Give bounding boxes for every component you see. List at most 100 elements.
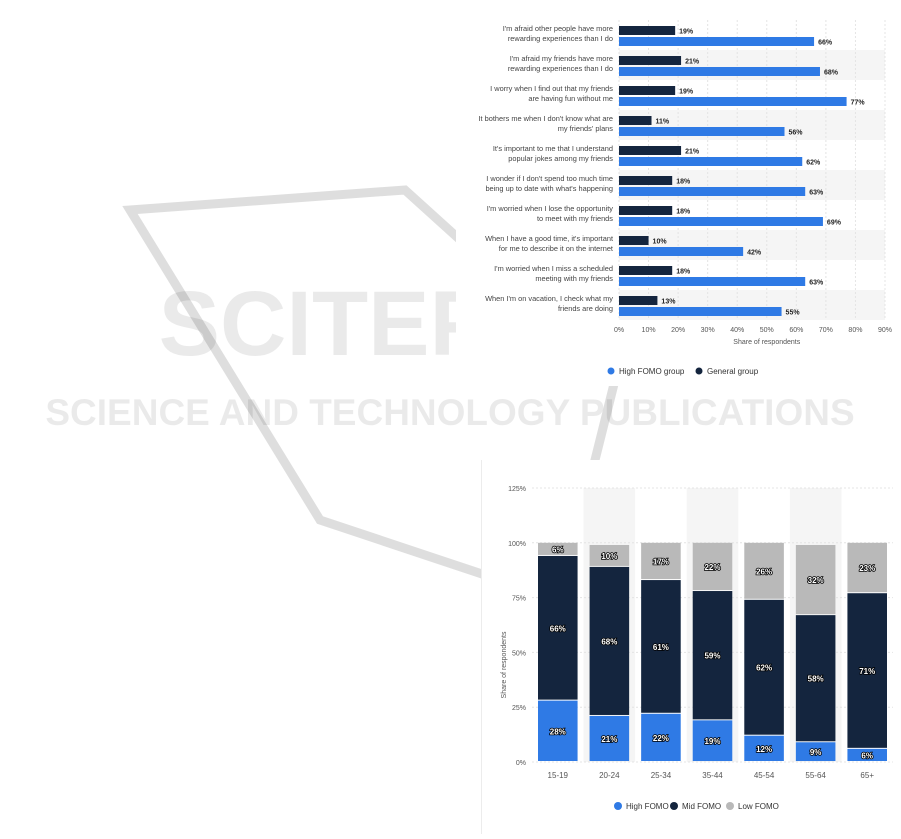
bar-high-fomo — [589, 715, 630, 761]
bar-low-fomo — [692, 542, 733, 591]
bar-general-group — [619, 176, 673, 185]
y-tick-label: 100% — [508, 541, 526, 548]
x-tick-label: 35-44 — [702, 771, 723, 780]
category-label: meeting with my friends — [535, 274, 613, 283]
bar-high-fomo-group — [619, 277, 806, 286]
bar-mid-fomo — [589, 566, 630, 715]
legend-marker — [607, 367, 615, 375]
bar-high-fomo-group — [619, 37, 815, 46]
legend-label: Low FOMO — [738, 802, 779, 811]
x-axis-label: Share of respondents — [733, 339, 800, 346]
category-label: are having fun without me — [528, 94, 613, 103]
category-label: to meet with my friends — [537, 214, 613, 223]
bar-general-group — [619, 86, 676, 95]
bar-value-label: 68% — [824, 70, 839, 77]
x-tick-label: 20% — [671, 327, 685, 334]
category-label: popular jokes among my friends — [508, 154, 613, 163]
bar-general-group — [619, 56, 682, 65]
segment-value-label: 21% — [601, 735, 617, 744]
y-tick-label: 75% — [512, 596, 526, 603]
segment-value-label: 9% — [810, 748, 822, 757]
category-label: rewarding experiences than I do — [508, 64, 613, 73]
category-label: rewarding experiences than I do — [508, 34, 613, 43]
x-tick-label: 25-34 — [651, 771, 672, 780]
category-label: I wonder if I don't spend too much time — [486, 174, 613, 183]
bar-value-label: 55% — [786, 310, 801, 317]
legend-marker — [726, 802, 734, 810]
bar-value-label: 56% — [789, 130, 804, 137]
bar-mid-fomo — [795, 615, 836, 742]
bar-low-fomo — [744, 542, 784, 599]
bar-value-label: 13% — [661, 299, 676, 306]
bar-value-label: 18% — [676, 269, 691, 276]
category-label: I worry when I find out that my friends — [490, 84, 613, 93]
category-label: When I'm on vacation, I check what my — [485, 294, 613, 303]
bar-high-fomo-group — [619, 217, 823, 226]
y-tick-label: 50% — [512, 650, 526, 657]
category-label: friends are doing — [558, 304, 613, 313]
y-tick-label: 25% — [512, 705, 526, 712]
fomo-age-chart: 0% 25% 50% 75% 100% 125% Share of respondents 2… — [481, 460, 901, 834]
bar-low-fomo — [795, 544, 836, 615]
x-tick-label: 55-64 — [805, 771, 826, 780]
bar-high-fomo-group — [619, 67, 820, 76]
segment-value-label: 6% — [552, 545, 564, 554]
bar-value-label: 63% — [809, 190, 824, 197]
bar-low-fomo — [847, 542, 887, 593]
bar-high-fomo — [744, 735, 784, 761]
bar-mid-fomo — [744, 599, 784, 735]
segment-value-label: 26% — [756, 567, 772, 576]
segment-value-label: 19% — [704, 737, 720, 746]
bar-high-fomo-group — [619, 97, 847, 106]
bar-value-label: 11% — [656, 119, 670, 126]
bar-value-label: 66% — [818, 40, 833, 47]
legend-marker — [614, 802, 622, 810]
x-tick-label: 45-54 — [754, 771, 775, 780]
bar-value-label: 63% — [809, 280, 824, 287]
bar-general-group — [619, 236, 649, 245]
segment-value-label: 62% — [756, 664, 772, 673]
segment-value-label: 71% — [859, 667, 875, 676]
bar-value-label: 18% — [676, 179, 691, 186]
segment-value-label: 22% — [653, 734, 669, 743]
bar-low-fomo — [589, 544, 630, 566]
bar-value-label: 21% — [685, 59, 700, 66]
bar-high-fomo-group — [619, 157, 803, 166]
bar-general-group — [619, 116, 652, 125]
x-tick-label: 70% — [819, 327, 833, 334]
bar-mid-fomo — [692, 591, 733, 720]
y-axis-label: Share of respondents — [501, 631, 508, 698]
bar-value-label: 69% — [827, 220, 842, 227]
fomo-age-svg: 0% 25% 50% 75% 100% 125% Share of respondents 2… — [501, 486, 893, 811]
bar-high-fomo — [847, 748, 887, 761]
watermark-sub-text: SCIENCE AND TECHNOLOGY PUBLICATIONS — [45, 392, 854, 433]
bar-high-fomo-group — [619, 127, 785, 136]
bar-general-group — [619, 146, 682, 155]
bar-high-fomo — [795, 742, 836, 761]
bar-general-group — [619, 266, 673, 275]
bar-general-group — [619, 206, 673, 215]
segment-value-label: 28% — [550, 727, 566, 736]
bar-high-fomo — [692, 720, 733, 761]
segment-value-label: 23% — [859, 564, 875, 573]
bar-value-label: 19% — [679, 29, 694, 36]
bar-value-label: 42% — [747, 250, 762, 257]
segment-value-label: 17% — [653, 557, 669, 566]
bar-value-label: 18% — [676, 209, 691, 216]
segment-value-label: 22% — [704, 563, 720, 572]
bar-high-fomo-group — [619, 307, 782, 316]
fomo-statements-svg: 0% 10% 20% 30% 40% 50% 60% 70% 80% 90% Share of re… — [478, 20, 892, 376]
bar-value-label: 77% — [851, 100, 866, 107]
segment-value-label: 32% — [808, 576, 824, 585]
category-label: being up to date with what's happening — [485, 184, 613, 193]
category-label: for me to describe it on the internet — [499, 244, 613, 253]
bar-value-label: 62% — [806, 160, 821, 167]
x-tick-label: 60% — [789, 327, 803, 334]
category-label: It bothers me when I don't know what are — [478, 114, 613, 123]
x-tick-label: 30% — [701, 327, 715, 334]
category-label: I'm afraid my friends have more — [510, 54, 613, 63]
legend-label: High FOMO group — [619, 367, 685, 376]
bar-high-fomo-group — [619, 247, 744, 256]
y-tick-label: 0% — [516, 760, 526, 767]
segment-value-label: 12% — [756, 745, 772, 754]
